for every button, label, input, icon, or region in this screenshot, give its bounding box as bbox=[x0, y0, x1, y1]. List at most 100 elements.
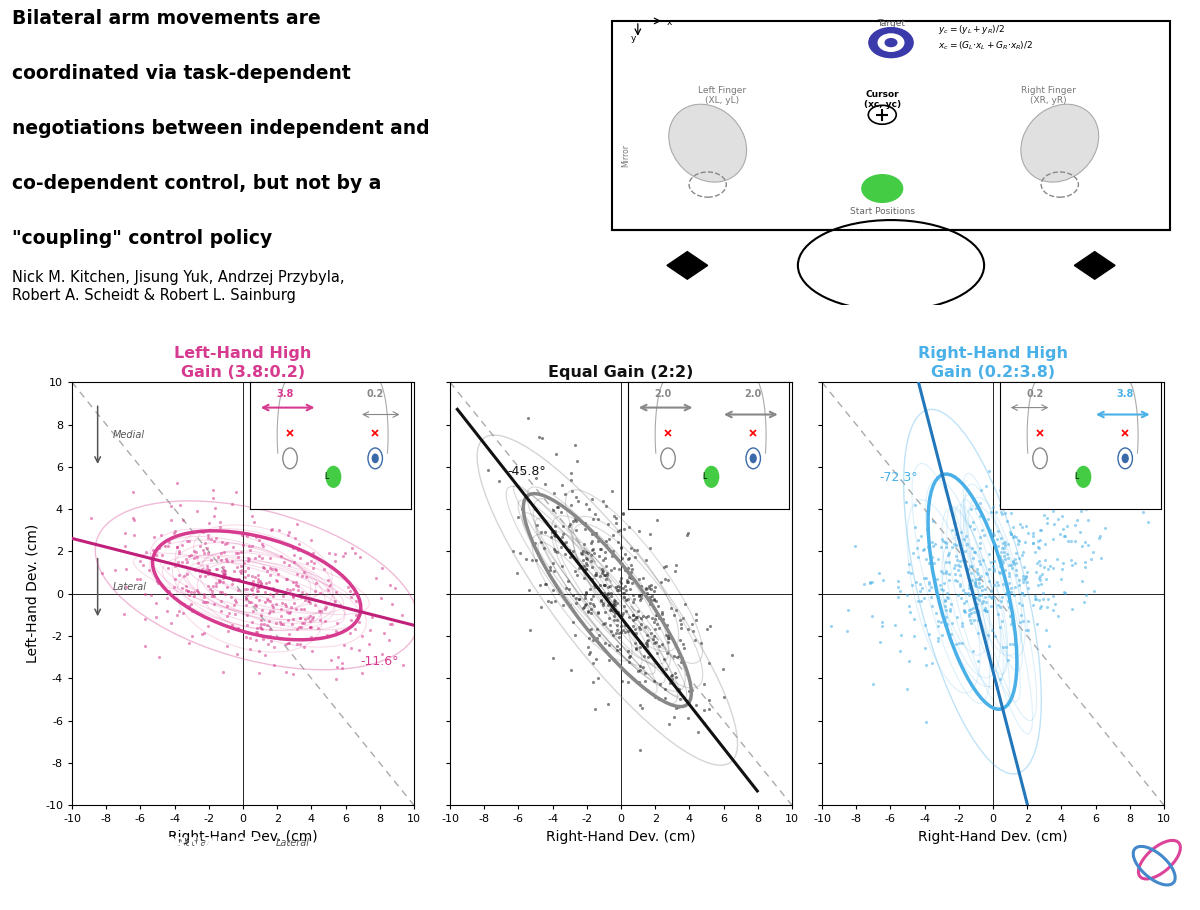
Point bbox=[965, 545, 984, 560]
Point bbox=[266, 585, 286, 600]
Point bbox=[223, 572, 242, 587]
Point bbox=[678, 622, 697, 636]
Point bbox=[198, 562, 217, 577]
Point bbox=[238, 551, 257, 565]
Point bbox=[919, 556, 938, 571]
Point bbox=[630, 523, 649, 538]
Point bbox=[662, 668, 682, 682]
Point bbox=[148, 573, 167, 588]
Point bbox=[992, 507, 1012, 521]
Point bbox=[605, 612, 624, 627]
Point bbox=[565, 628, 584, 642]
Point bbox=[214, 567, 233, 581]
Point bbox=[200, 581, 220, 596]
Point bbox=[553, 519, 572, 533]
Point bbox=[1024, 536, 1043, 551]
Point bbox=[944, 536, 964, 551]
Point bbox=[935, 618, 954, 632]
Point bbox=[646, 612, 665, 626]
Point bbox=[931, 578, 950, 592]
Point bbox=[646, 580, 665, 594]
Point bbox=[144, 542, 163, 557]
Point bbox=[575, 559, 594, 573]
Point bbox=[304, 546, 323, 561]
Point bbox=[678, 711, 697, 725]
Point bbox=[258, 618, 277, 632]
Point bbox=[277, 571, 296, 586]
Point bbox=[301, 614, 320, 629]
Point bbox=[280, 605, 299, 620]
Point bbox=[222, 553, 241, 568]
Point bbox=[212, 664, 232, 679]
Point bbox=[576, 545, 595, 560]
Point bbox=[960, 606, 979, 621]
Point bbox=[854, 577, 874, 592]
Point bbox=[938, 547, 958, 561]
Point bbox=[1037, 623, 1056, 638]
Point bbox=[1044, 516, 1063, 531]
Point bbox=[1001, 506, 1020, 521]
Point bbox=[701, 619, 720, 633]
Point bbox=[612, 557, 631, 571]
Point bbox=[955, 605, 974, 620]
Point bbox=[919, 577, 938, 592]
Point bbox=[328, 650, 347, 664]
Point bbox=[919, 583, 938, 598]
Point bbox=[565, 511, 584, 526]
Point bbox=[262, 633, 281, 648]
Point bbox=[991, 565, 1010, 580]
Point bbox=[152, 547, 172, 561]
Point bbox=[563, 514, 582, 529]
Point bbox=[260, 629, 280, 643]
Point bbox=[906, 520, 925, 534]
Point bbox=[204, 509, 223, 523]
Point bbox=[289, 620, 308, 634]
Point bbox=[290, 612, 310, 626]
Y-axis label: Left-Hand Dev. (cm): Left-Hand Dev. (cm) bbox=[25, 524, 40, 663]
Point bbox=[288, 636, 307, 651]
Point bbox=[570, 561, 589, 575]
Point bbox=[578, 605, 598, 620]
Point bbox=[601, 617, 620, 632]
Point bbox=[272, 609, 292, 623]
Point bbox=[332, 655, 352, 670]
Point bbox=[205, 589, 224, 603]
Point bbox=[136, 639, 155, 653]
Point bbox=[264, 582, 283, 597]
Point bbox=[535, 576, 554, 591]
Point bbox=[977, 604, 996, 619]
Point bbox=[985, 538, 1004, 552]
Point bbox=[270, 615, 289, 630]
Point bbox=[217, 608, 236, 622]
Point bbox=[594, 494, 613, 509]
Point bbox=[566, 438, 586, 452]
Point bbox=[594, 578, 613, 592]
Point bbox=[158, 561, 178, 575]
Point bbox=[277, 604, 296, 619]
Point bbox=[641, 626, 660, 641]
Point bbox=[631, 622, 650, 636]
Point bbox=[251, 620, 270, 634]
Point bbox=[293, 585, 312, 600]
Point bbox=[278, 635, 298, 650]
Point bbox=[580, 631, 599, 645]
Point bbox=[619, 520, 638, 534]
Point bbox=[349, 615, 368, 630]
Text: Start Positions: Start Positions bbox=[850, 207, 914, 216]
Point bbox=[256, 576, 275, 591]
Point bbox=[968, 612, 988, 627]
Point bbox=[1072, 480, 1091, 495]
Point bbox=[80, 511, 100, 525]
Point bbox=[206, 531, 226, 545]
Point bbox=[167, 540, 186, 554]
Point bbox=[644, 629, 664, 643]
Point bbox=[326, 584, 346, 599]
Text: society: society bbox=[1026, 876, 1068, 890]
Point bbox=[257, 592, 276, 607]
Point bbox=[380, 578, 400, 592]
Point bbox=[532, 534, 551, 549]
Point bbox=[612, 673, 631, 688]
Point bbox=[624, 608, 643, 622]
Point bbox=[643, 632, 662, 647]
Point bbox=[92, 566, 112, 581]
